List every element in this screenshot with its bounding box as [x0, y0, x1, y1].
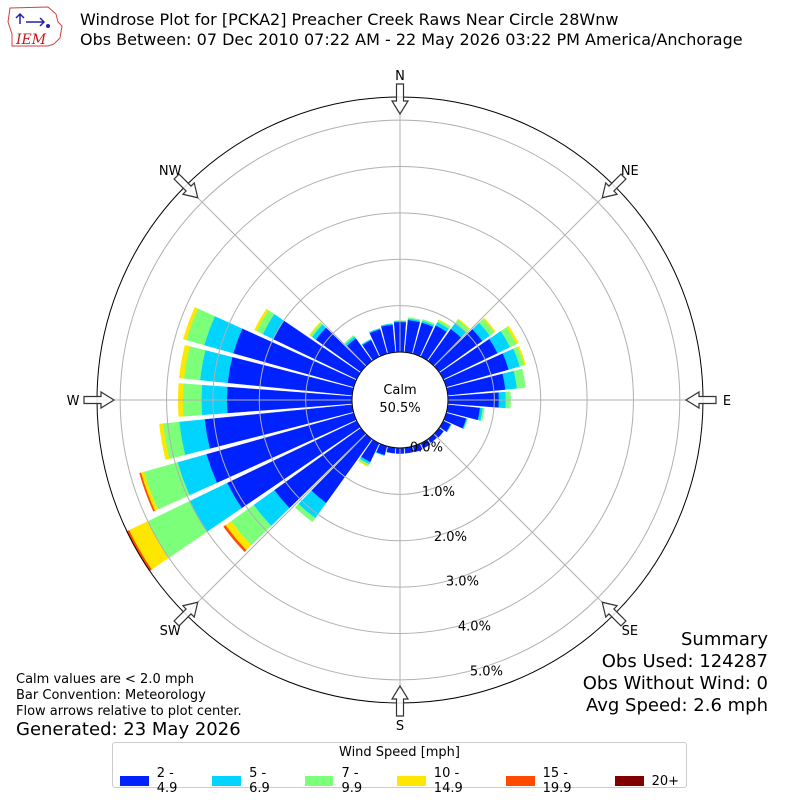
- iem-logo: IEM: [7, 6, 63, 48]
- radial-tick-label: 2.0%: [434, 530, 467, 545]
- legend-swatch: [397, 776, 426, 786]
- wind-bar: [463, 418, 468, 430]
- wind-bar: [159, 423, 170, 460]
- grid-spoke: [185, 185, 367, 367]
- legend-item: 20+: [614, 766, 679, 796]
- logo-text: IEM: [15, 32, 47, 48]
- wind-bar: [513, 368, 526, 389]
- legend-item: 7 - 9.9: [304, 766, 383, 796]
- wind-bar: [344, 335, 355, 345]
- legend-swatch: [304, 776, 334, 786]
- wind-bar: [480, 408, 485, 422]
- wind-bar: [254, 308, 269, 332]
- legend-label: 5 - 6.9: [249, 766, 270, 796]
- grid-spoke: [185, 433, 367, 615]
- wind-bar: [482, 317, 496, 333]
- calm-circle: [351, 351, 449, 449]
- wind-bar: [407, 317, 421, 321]
- flow-arrow-shape: [173, 601, 199, 627]
- wind-bar: [438, 319, 451, 327]
- direction-label: SW: [160, 624, 181, 639]
- radial-tick-label: 4.0%: [458, 619, 491, 634]
- legend-item: 5 - 6.9: [212, 766, 290, 796]
- summary-obs-used: Obs Used: 124287: [601, 651, 768, 672]
- wind-bar: [446, 424, 452, 433]
- wind-bar: [183, 307, 199, 341]
- bar-convention-note: Bar Convention: Meteorology: [16, 688, 206, 703]
- flow-arrow-shape: [390, 83, 410, 116]
- generated-date: Generated: 23 May 2026: [16, 719, 241, 740]
- legend-label: 10 - 14.9: [433, 766, 463, 796]
- wind-bar: [309, 321, 322, 336]
- legend-items: 2 - 4.9 5 - 6.9 7 - 9.9 10 - 14.9 15 - 19.9 2…: [113, 766, 686, 796]
- flow-arrow-icon: [601, 173, 627, 199]
- flow-arrow-icon: [83, 390, 116, 410]
- wind-bar: [375, 451, 385, 456]
- radial-tick-label: 3.0%: [446, 575, 479, 590]
- wind-bar: [457, 318, 471, 330]
- legend-item: 2 - 4.9: [120, 766, 198, 796]
- calm-value: 50.5%: [379, 401, 420, 416]
- legend: Wind Speed [mph] 2 - 4.9 5 - 6.9 7 - 9.9 10…: [112, 742, 687, 796]
- direction-label: N: [395, 69, 405, 84]
- wind-bar: [223, 525, 247, 552]
- legend-title: Wind Speed [mph]: [339, 745, 460, 760]
- title-line-1: Windrose Plot for [PCKA2] Preacher Creek…: [80, 10, 619, 29]
- summary-obs-without-wind: Obs Without Wind: 0: [582, 673, 768, 694]
- flow-arrow-shape: [83, 390, 116, 410]
- direction-label: E: [723, 394, 731, 409]
- legend-label: 20+: [651, 773, 679, 789]
- legend-swatch: [614, 776, 644, 786]
- direction-label: W: [67, 394, 80, 409]
- flow-arrow-icon: [390, 684, 410, 717]
- flow-arrow-shape: [601, 601, 627, 627]
- flow-arrow-icon: [684, 390, 717, 410]
- legend-item: 10 - 14.9: [397, 766, 492, 796]
- direction-label: SE: [622, 624, 638, 639]
- legend-swatch: [120, 776, 149, 786]
- wind-bar: [369, 328, 381, 334]
- wind-bar: [179, 344, 190, 379]
- legend-label: 15 - 19.9: [542, 766, 572, 796]
- wind-bar: [380, 323, 393, 327]
- flow-arrow-shape: [173, 173, 199, 199]
- flow-arrow-icon: [601, 601, 627, 627]
- calm-note: Calm values are < 2.0 mph: [16, 672, 195, 687]
- summary-title: Summary: [681, 629, 768, 650]
- calm-label: Calm: [383, 383, 416, 398]
- wind-bar: [139, 472, 155, 512]
- radial-tick-label: 1.0%: [422, 485, 455, 500]
- flow-arrow-shape: [601, 173, 627, 199]
- wind-bar: [294, 503, 316, 523]
- flow-arrow-shape: [390, 684, 410, 717]
- title-line-2: Obs Between: 07 Dec 2010 07:22 AM - 22 M…: [80, 30, 743, 49]
- direction-label: NW: [159, 164, 182, 179]
- wind-bar: [422, 319, 435, 326]
- grid-spoke: [433, 433, 615, 615]
- legend-swatch: [212, 776, 242, 786]
- flow-arrow-icon: [173, 601, 199, 627]
- wind-bar: [506, 325, 519, 345]
- flow-arrow-note: Flow arrows relative to plot center.: [16, 704, 242, 719]
- chart-title: Windrose Plot for [PCKA2] Preacher Creek…: [80, 10, 743, 50]
- radial-tick-label: 0.0%: [410, 440, 443, 455]
- flow-arrow-icon: [173, 173, 199, 199]
- wind-bar: [361, 338, 372, 346]
- summary-avg-speed: Avg Speed: 2.6 mph: [586, 695, 768, 716]
- chart-notes: Calm values are < 2.0 mph Bar Convention…: [16, 672, 242, 720]
- legend-label: 2 - 4.9: [156, 766, 178, 796]
- radial-tick-label: 5.0%: [470, 664, 503, 679]
- direction-label: NE: [621, 164, 639, 179]
- legend-item: 15 - 19.9: [505, 766, 601, 796]
- grid-spoke: [433, 185, 615, 367]
- summary-box: Summary Obs Used: 124287 Obs Without Win…: [583, 629, 768, 717]
- legend-label: 7 - 9.9: [341, 766, 363, 796]
- wind-bar: [358, 460, 369, 467]
- flow-arrow-icon: [390, 83, 410, 116]
- flow-arrow-shape: [684, 390, 717, 410]
- legend-swatch: [505, 776, 535, 786]
- direction-label: S: [396, 719, 404, 734]
- wind-bar: [517, 346, 526, 366]
